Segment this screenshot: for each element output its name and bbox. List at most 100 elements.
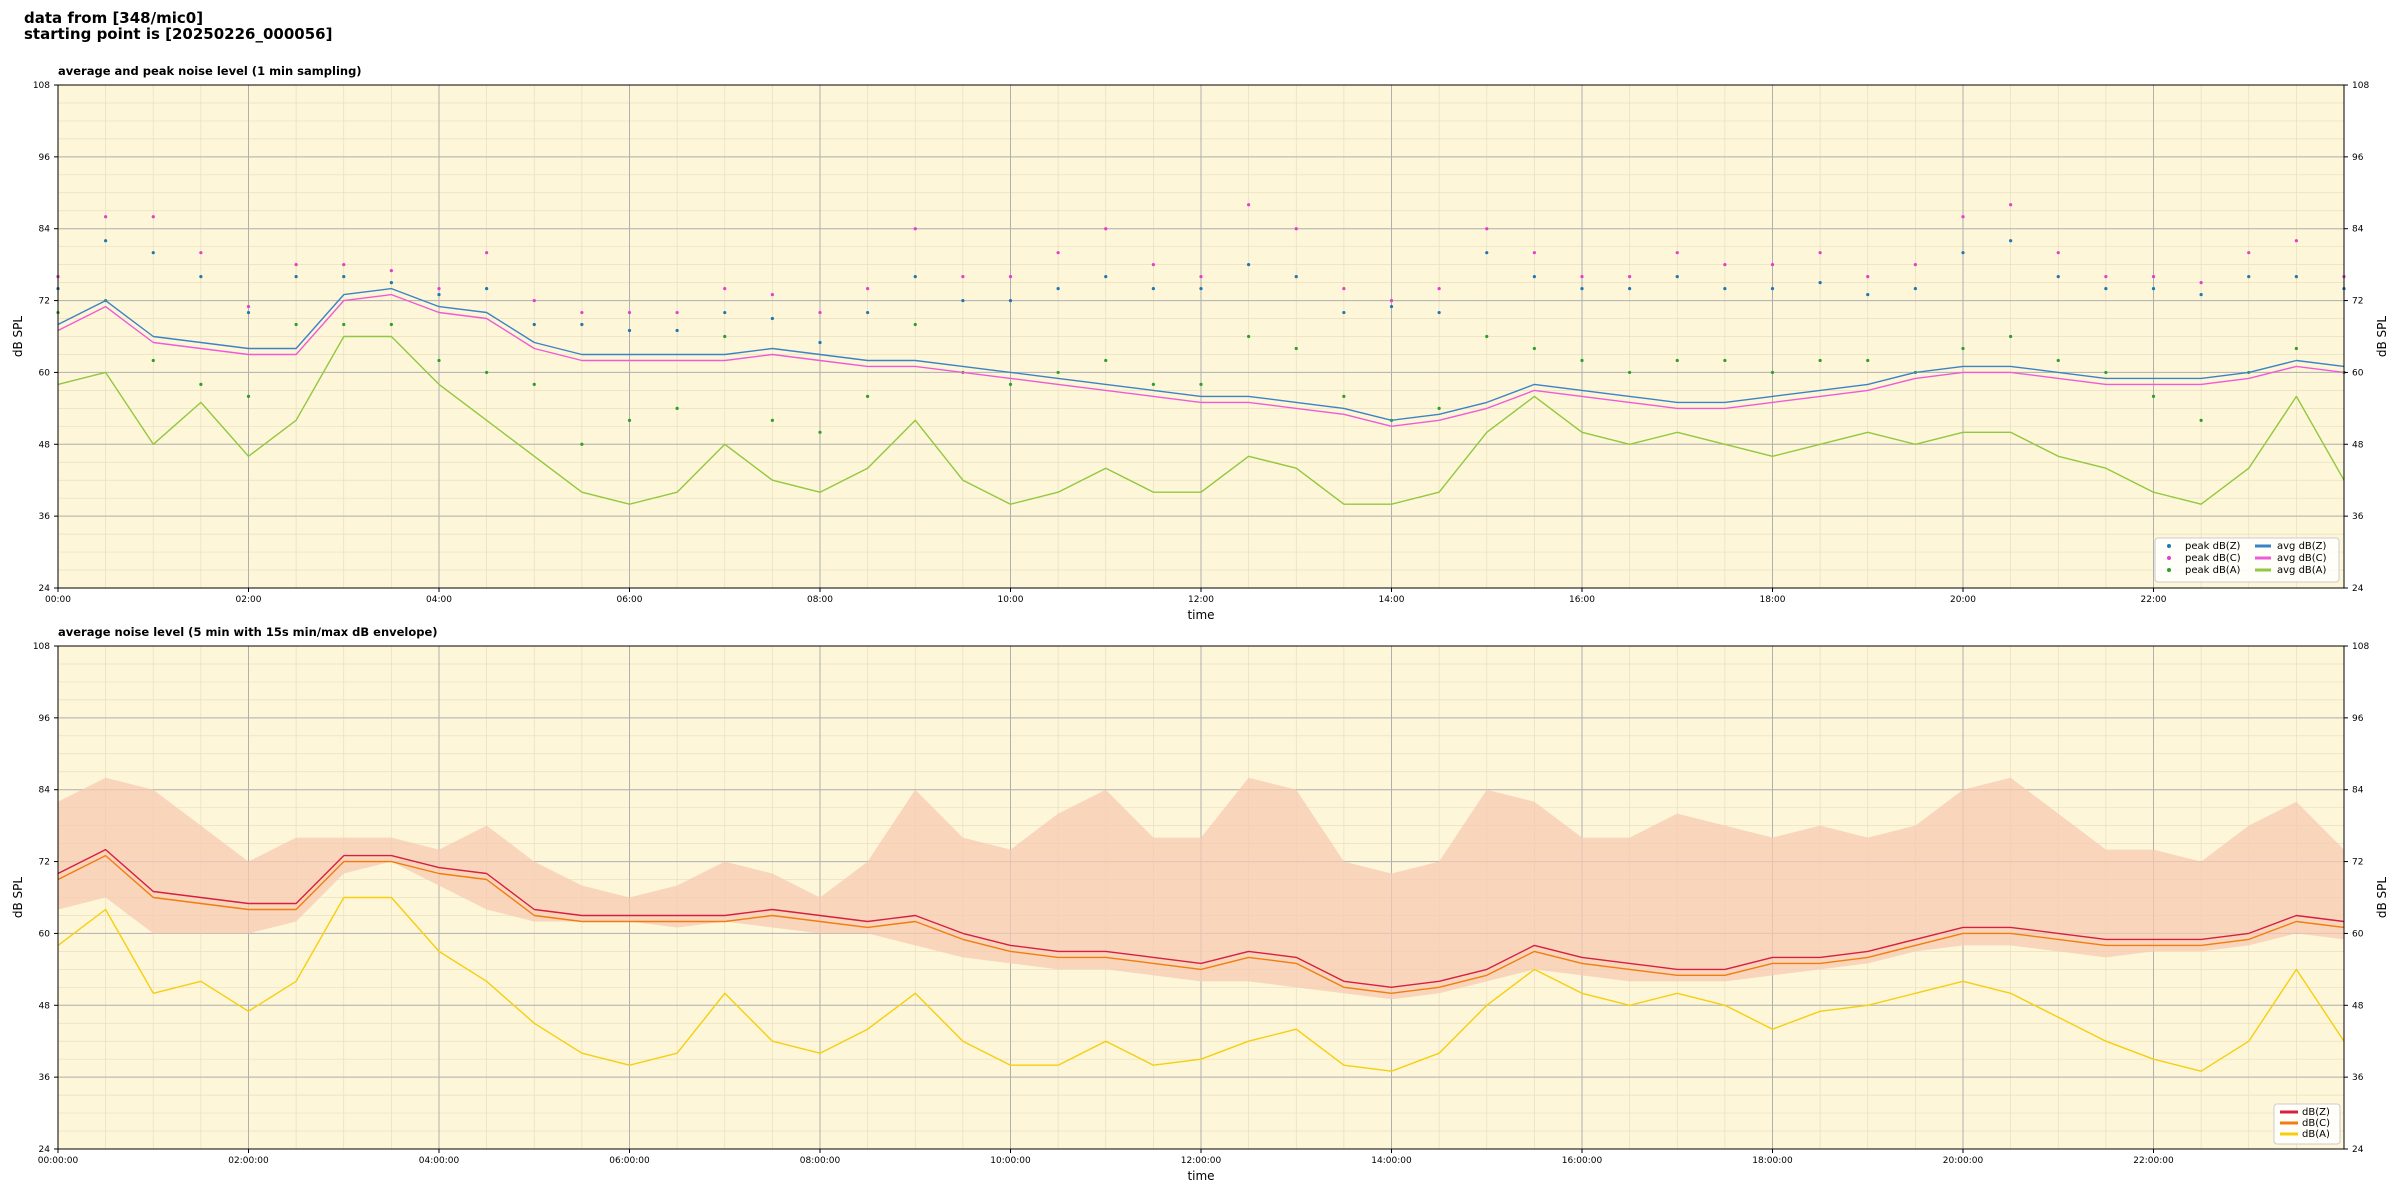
scatter-point xyxy=(532,382,536,387)
scatter-point xyxy=(770,418,774,422)
legend-label: peak dB(C) xyxy=(2185,553,2241,564)
legend: peak dB(Z)peak dB(C)peak dB(A)avg dB(Z)a… xyxy=(2154,537,2340,583)
y-tick-label-left: 60 xyxy=(39,368,51,378)
y-tick-label-left: 72 xyxy=(39,297,50,307)
scatter-point xyxy=(2199,281,2203,285)
scatter-point xyxy=(1580,286,1584,291)
scatter-point xyxy=(627,418,632,422)
scatter-point xyxy=(1913,286,1917,291)
scatter-point xyxy=(1628,370,1632,375)
scatter-point xyxy=(1437,286,1441,291)
scatter-point xyxy=(2009,239,2013,243)
x-tick-label: 14:00:00 xyxy=(1371,1156,1412,1166)
scatter-point xyxy=(294,322,298,327)
scatter-point xyxy=(1532,275,1536,279)
y-tick-label-right: 72 xyxy=(2352,297,2363,307)
legend-label: dB(A) xyxy=(2302,1129,2330,1140)
y-axis-label-right: dB SPL xyxy=(2375,877,2389,919)
scatter-point xyxy=(246,394,251,398)
scatter-point xyxy=(913,322,917,327)
x-tick-label: 22:00:00 xyxy=(2133,1156,2174,1166)
scatter-point xyxy=(580,442,584,446)
scatter-point xyxy=(818,310,822,315)
scatter-point xyxy=(2104,286,2108,291)
series-line-0 xyxy=(57,848,2345,988)
scatter-point xyxy=(1628,286,1632,291)
scatter-point xyxy=(580,310,584,315)
scatter-point xyxy=(1151,382,1155,387)
x-tick-label: 06:00:00 xyxy=(609,1156,650,1166)
scatter-point xyxy=(1437,406,1441,410)
scatter-point xyxy=(485,370,489,375)
scatter-point xyxy=(1247,263,1251,267)
y-tick-label-right: 108 xyxy=(2352,81,2369,91)
legend: dB(Z)dB(C)dB(A) xyxy=(2273,1103,2341,1145)
scatter-point xyxy=(2009,334,2013,339)
scatter-point xyxy=(342,263,346,267)
scatter-point xyxy=(151,251,155,255)
x-axis-label: time xyxy=(1187,608,1214,622)
scatter-point xyxy=(389,322,393,327)
scatter-point xyxy=(532,322,536,327)
x-tick-label: 18:00 xyxy=(1760,595,1786,605)
scatter-point xyxy=(294,263,298,267)
x-tick-label: 22:00 xyxy=(2141,595,2167,605)
x-tick-label: 16:00 xyxy=(1569,595,1595,605)
x-tick-label: 12:00 xyxy=(1188,595,1214,605)
scatter-point xyxy=(389,281,393,285)
scatter-point xyxy=(2247,275,2251,279)
scatter-point xyxy=(2056,275,2060,279)
scatter-point xyxy=(1008,275,1013,279)
scatter-point xyxy=(485,251,489,255)
scatter-point xyxy=(1675,275,1679,279)
scatter-point xyxy=(1818,281,1822,285)
scatter-point xyxy=(2009,203,2013,207)
y-tick-label-right: 60 xyxy=(2352,929,2364,939)
scatter-point xyxy=(1294,275,1298,279)
x-tick-label: 10:00 xyxy=(998,595,1024,605)
scatter-point xyxy=(151,215,155,219)
scatter-point xyxy=(1104,358,1108,363)
scatter-point xyxy=(1866,292,1870,297)
series-line-5 xyxy=(57,335,2345,505)
scatter-point xyxy=(1104,275,1108,279)
legend-label: avg dB(C) xyxy=(2277,553,2327,564)
scatter-point xyxy=(1247,334,1251,339)
y-axis-label-left: dB SPL xyxy=(11,877,25,919)
y-axis-label-left: dB SPL xyxy=(11,316,25,358)
scatter-point xyxy=(770,292,774,297)
x-tick-label: 00:00 xyxy=(45,595,71,605)
scatter-point xyxy=(2104,275,2108,279)
scatter-point xyxy=(1389,298,1394,303)
x-tick-label: 06:00 xyxy=(617,595,643,605)
legend-marker xyxy=(2167,556,2171,560)
y-tick-label-left: 72 xyxy=(39,858,50,868)
x-tick-label: 18:00:00 xyxy=(1752,1156,1793,1166)
chart-panel-1: 24 24 36 36 48 48 60 60 72 72 84 84 96 96 108 108 00:00 0… xyxy=(11,64,2389,622)
scatter-point xyxy=(104,239,108,243)
x-tick-label: 12:00:00 xyxy=(1181,1156,1222,1166)
legend-box xyxy=(2154,537,2340,583)
scatter-point xyxy=(294,275,298,279)
scatter-point xyxy=(675,310,679,315)
panel-title: average and peak noise level (1 min samp… xyxy=(58,64,362,78)
scatter-point xyxy=(2151,275,2156,279)
scatter-point xyxy=(866,286,870,291)
x-tick-label: 16:00:00 xyxy=(1562,1156,1603,1166)
scatter-point xyxy=(1294,227,1298,231)
scatter-point xyxy=(1437,310,1441,315)
scatter-point xyxy=(1818,251,1822,255)
scatter-point xyxy=(1389,304,1394,309)
scatter-point xyxy=(818,430,822,434)
scatter-point xyxy=(1151,263,1155,267)
scatter-point xyxy=(2294,275,2298,279)
scatter-point xyxy=(1199,382,1203,387)
scatter-point xyxy=(2056,358,2060,363)
scatter-point xyxy=(1485,227,1489,231)
x-tick-label: 04:00 xyxy=(426,595,452,605)
y-tick-label-right: 96 xyxy=(2352,153,2364,163)
scatter-point xyxy=(1961,215,1965,219)
scatter-point xyxy=(1342,310,1346,315)
scatter-point xyxy=(1818,358,1822,363)
